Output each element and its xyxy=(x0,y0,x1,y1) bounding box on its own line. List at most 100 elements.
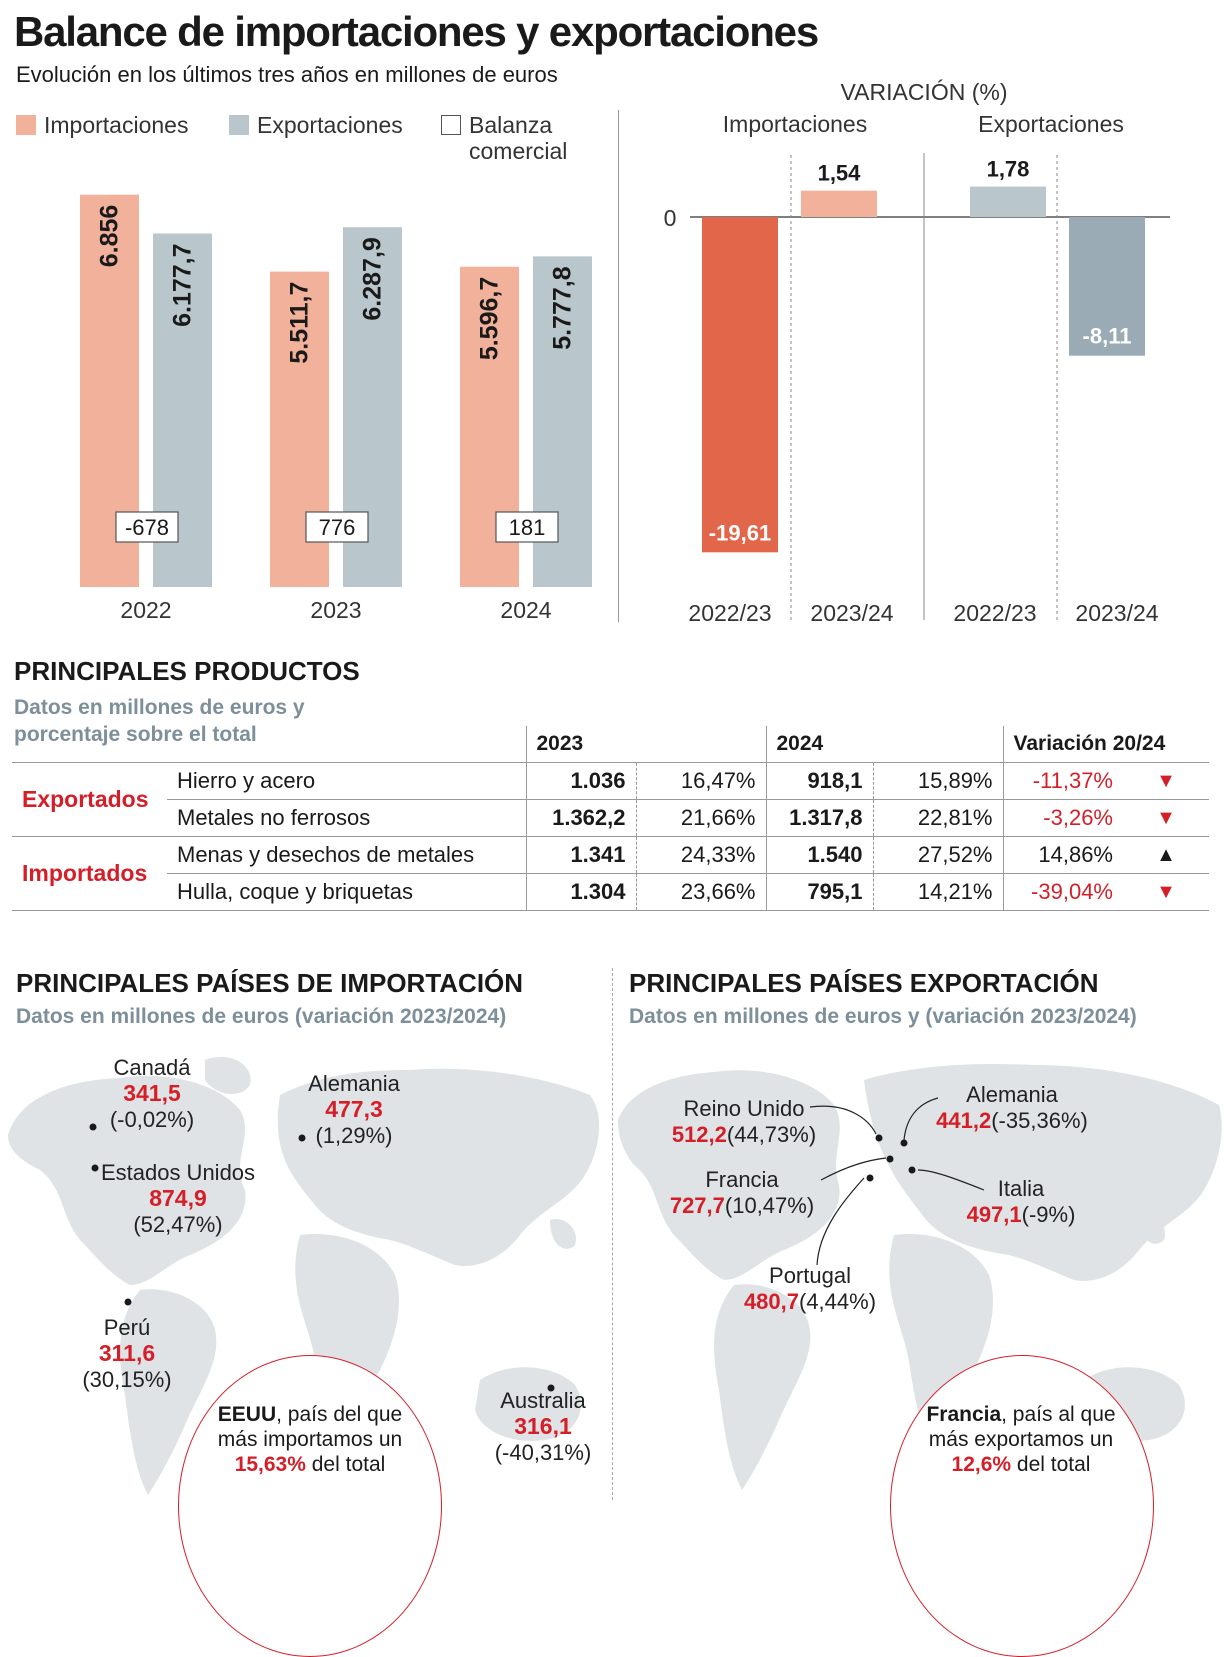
pct-2024: 22,81% xyxy=(872,799,1003,837)
group-exported: Exportados xyxy=(12,762,167,837)
balance-box-2022 xyxy=(115,511,179,543)
country-value-line: 497,1(-9%) xyxy=(967,1202,1076,1227)
variation-value: -11,37% xyxy=(1002,762,1123,800)
variation-label-0: -19,61 xyxy=(709,520,771,545)
legend-imports-swatch xyxy=(16,115,36,135)
export-bar-label-2024: 5.777,8 xyxy=(549,266,577,350)
country-name: Portugal xyxy=(769,1263,851,1288)
country-value: 316,1 xyxy=(514,1413,572,1439)
variation-value: -39,04% xyxy=(1002,873,1123,911)
value-2024: 1.540 xyxy=(765,836,873,874)
pct-2024: 15,89% xyxy=(872,762,1003,800)
import-callout-circle xyxy=(178,1355,442,1657)
trend-up-icon: ▲ xyxy=(1123,836,1209,874)
variation-bar-1 xyxy=(801,190,877,217)
import-bar-label-2024: 5.596,7 xyxy=(476,277,504,360)
arrow-italia xyxy=(917,1169,985,1191)
import-callout-text-1: , país del que xyxy=(276,1403,403,1426)
trend-down-icon: ▼ xyxy=(1123,762,1209,800)
legend-exports-label: Exportaciones xyxy=(257,112,403,138)
import-callout-text-2: más importamos un xyxy=(217,1428,403,1451)
arrow-francia xyxy=(820,1157,887,1181)
page-subtitle: Evolución en los últimos tres años en mi… xyxy=(16,62,558,87)
group-imported: Importados xyxy=(12,836,167,911)
pct-2024: 27,52% xyxy=(872,836,1003,874)
product-name: Metales no ferrosos xyxy=(167,799,526,837)
export-countries-subtitle: Datos en millones de euros y (variación … xyxy=(629,1005,1137,1028)
variation-tick-3: 2023/24 xyxy=(1075,600,1158,626)
country-change: (10,47%) xyxy=(725,1193,814,1218)
value-2023: 1.036 xyxy=(525,762,636,800)
page-title: Balance de importaciones y exportaciones xyxy=(14,8,819,55)
country-change: (-35,36%) xyxy=(991,1108,1088,1133)
map-separator xyxy=(612,968,613,1500)
country-value: 341,5 xyxy=(123,1080,181,1106)
pct-2024: 14,21% xyxy=(872,873,1003,911)
country-change: (-40,31%) xyxy=(495,1440,592,1465)
import-callout-pct: 15,63% xyxy=(234,1453,306,1476)
chart-separator xyxy=(618,110,619,622)
balance-box-2024 xyxy=(495,511,559,543)
country-name: Alemania xyxy=(308,1071,400,1096)
arrow-reino-unido xyxy=(809,1105,877,1135)
header-variation: Variación 20/24 xyxy=(1002,726,1209,763)
export-callout-circle xyxy=(890,1355,1154,1657)
country-dot xyxy=(124,1298,132,1306)
country-change: (52,47%) xyxy=(133,1212,222,1237)
balance-label-2022: -678 xyxy=(125,515,169,540)
export-map-arrows xyxy=(809,1097,985,1266)
variation-tick-0: 2022/23 xyxy=(688,600,771,626)
product-name: Hulla, coque y briquetas xyxy=(167,873,526,911)
pct-2023: 16,47% xyxy=(635,762,766,800)
country-dot xyxy=(900,1139,908,1147)
pct-2023: 21,66% xyxy=(635,799,766,837)
country-name: Francia xyxy=(705,1167,779,1192)
country-name: Estados Unidos xyxy=(101,1160,255,1185)
variation-value: -3,26% xyxy=(1002,799,1123,837)
import-bar-label-2022: 6.856 xyxy=(96,205,124,268)
variation-bar-3 xyxy=(1069,217,1145,356)
value-2024: 918,1 xyxy=(765,762,873,800)
country-change: (30,15%) xyxy=(82,1367,171,1392)
variation-bar-chart: VARIACIÓN (%) Importaciones Exportacione… xyxy=(664,79,1170,626)
country-dot xyxy=(866,1174,874,1182)
country-name: Italia xyxy=(998,1176,1045,1201)
legend-exports-swatch xyxy=(229,115,249,135)
country-value: 441,2 xyxy=(936,1108,991,1133)
variation-group-imports: Importaciones xyxy=(723,111,867,137)
value-2023: 1.362,2 xyxy=(525,799,636,837)
balance-label-2024: 181 xyxy=(509,515,546,540)
value-2023: 1.341 xyxy=(525,836,636,874)
legend-balance-swatch xyxy=(441,115,461,135)
trend-down-icon: ▼ xyxy=(1123,799,1209,837)
product-name: Hierro y acero xyxy=(167,762,526,800)
table-row: Metales no ferrosos 1.362,2 21,66% 1.317… xyxy=(12,799,1209,837)
arrow-alemania xyxy=(903,1097,939,1141)
variation-label-3: -8,11 xyxy=(1083,324,1132,349)
variation-bar-2 xyxy=(970,186,1046,217)
value-2023: 1.304 xyxy=(525,873,636,911)
import-callout-country: EEUU xyxy=(217,1403,277,1426)
country-name: Reino Unido xyxy=(683,1096,804,1121)
country-value: 497,1 xyxy=(967,1202,1022,1227)
legend-imports-label: Importaciones xyxy=(44,112,189,138)
variation-bars-layer: 0 -19,61 2022/23 1,54 2023/24 1,78 2022/23 -8,1… xyxy=(664,153,1170,626)
country-dot xyxy=(886,1155,894,1163)
value-2024: 1.317,8 xyxy=(765,799,873,837)
header-2024: 2024 xyxy=(765,726,1003,763)
products-title: PRINCIPALES PRODUCTOS xyxy=(14,656,360,686)
variation-bar-0 xyxy=(702,217,778,553)
bars-layer: 6.856 6.177,7 -678 2022 5.511,7 6.287,9 776 202… xyxy=(80,194,592,623)
pct-2023: 23,66% xyxy=(635,873,766,911)
country-name: Canadá xyxy=(113,1055,191,1080)
header-2023: 2023 xyxy=(525,726,766,763)
country-value: 727,7 xyxy=(670,1193,725,1218)
zero-tick: 0 xyxy=(664,205,677,231)
export-callout-text-3: del total xyxy=(1011,1453,1091,1476)
export-callout-text-2: más exportamos un xyxy=(928,1428,1114,1451)
import-callout-text: EEUU, país del que más importamos un 15,… xyxy=(190,1402,430,1477)
variation-tick-1: 2023/24 xyxy=(810,600,893,626)
table-row: Importados Menas y desechos de metales 1… xyxy=(12,836,1209,911)
